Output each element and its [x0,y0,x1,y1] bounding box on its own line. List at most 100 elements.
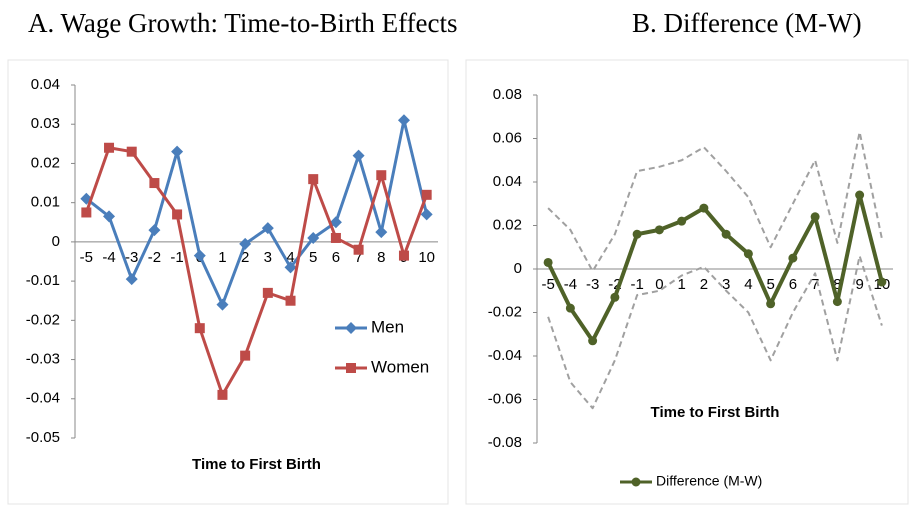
panel-border [465,59,909,505]
series-line [546,193,884,343]
marker [104,142,115,153]
marker [398,250,409,261]
x-tick-label: 1 [677,276,685,293]
marker [721,229,731,239]
y-tick-label: -0.06 [488,390,522,407]
marker [239,237,252,250]
y-tick-label: -0.01 [26,272,60,289]
x-tick-label: 3 [722,276,730,293]
x-tick-label: -5 [80,249,93,266]
x-tick-label: 2 [700,276,708,293]
series-line [547,130,883,273]
x-tick-label: -1 [630,276,643,293]
marker [766,299,776,309]
marker [353,244,364,255]
x-tick-label: 5 [309,249,317,266]
series-line [84,146,429,397]
x-axis-title: Time to First Birth [651,404,780,421]
y-tick-label: 0.04 [31,76,60,93]
marker [832,297,842,307]
y-tick-label: -0.03 [26,351,60,368]
x-tick-label: 3 [264,249,272,266]
marker [171,145,184,158]
marker [149,178,160,189]
marker [352,149,365,162]
x-tick-label: 7 [811,276,819,293]
x-tick-label: -3 [586,276,599,293]
marker [330,232,341,243]
marker [261,222,274,235]
x-tick-label: 10 [418,249,435,266]
marker [217,389,228,400]
legend-label: Difference (M-W) [656,473,762,489]
marker [103,210,116,223]
y-tick-label: 0 [52,233,60,250]
y-tick-label: 0.02 [31,154,60,171]
marker [172,209,183,220]
x-tick-label: 8 [377,249,385,266]
marker [397,114,410,127]
y-tick-label: -0.02 [488,303,522,320]
marker [855,190,865,200]
x-tick-label: 1 [218,249,226,266]
marker [610,292,620,302]
y-tick-label: 0.08 [493,86,522,103]
x-tick-label: 4 [744,276,752,293]
marker [810,212,820,222]
y-tick-label: -0.04 [26,390,60,407]
marker [877,277,887,287]
marker [126,146,137,157]
y-tick-label: -0.05 [26,429,60,446]
marker [788,253,798,263]
x-tick-label: -4 [564,276,577,293]
x-tick-label: -2 [148,249,161,266]
y-tick-label: 0 [514,260,522,277]
x-tick-label: 2 [241,249,249,266]
x-tick-label: 6 [789,276,797,293]
marker [240,350,251,361]
series-line [85,118,429,307]
x-tick-label: 9 [855,276,863,293]
legend-marker [345,322,357,334]
x-tick-label: 7 [354,249,362,266]
marker [194,323,205,334]
marker [376,170,387,181]
marker [125,273,138,286]
marker [699,203,709,213]
marker [588,336,598,346]
y-tick-label: 0.03 [31,115,60,132]
legend-label: Women [371,357,429,376]
chart-title: B. Difference (M-W) [632,8,862,38]
y-tick-label: 0.01 [31,194,60,211]
x-tick-label: 6 [332,249,340,266]
legend-label: Men [371,317,404,336]
series-line [547,254,883,410]
x-tick-label: 8 [833,276,841,293]
x-tick-label: -4 [102,249,115,266]
marker [216,298,229,311]
marker [307,231,320,244]
marker [81,207,92,218]
panel-border [7,59,449,505]
marker [193,249,206,262]
y-tick-label: -0.04 [488,347,522,364]
y-tick-label: -0.02 [26,311,60,328]
marker [421,189,432,200]
legend-marker [631,477,641,487]
chart-title: A. Wage Growth: Time-to-Birth Effects [28,8,458,38]
x-tick-label: 5 [766,276,774,293]
marker [420,208,433,221]
marker [285,295,296,306]
marker [565,303,575,313]
y-tick-label: 0.02 [493,216,522,233]
marker [262,287,273,298]
marker [308,174,319,185]
x-tick-label: -1 [170,249,183,266]
marker [654,225,664,235]
marker [329,216,342,229]
y-tick-label: 0.06 [493,129,522,146]
x-axis-title: Time to First Birth [192,456,321,473]
y-tick-label: -0.08 [488,434,522,451]
